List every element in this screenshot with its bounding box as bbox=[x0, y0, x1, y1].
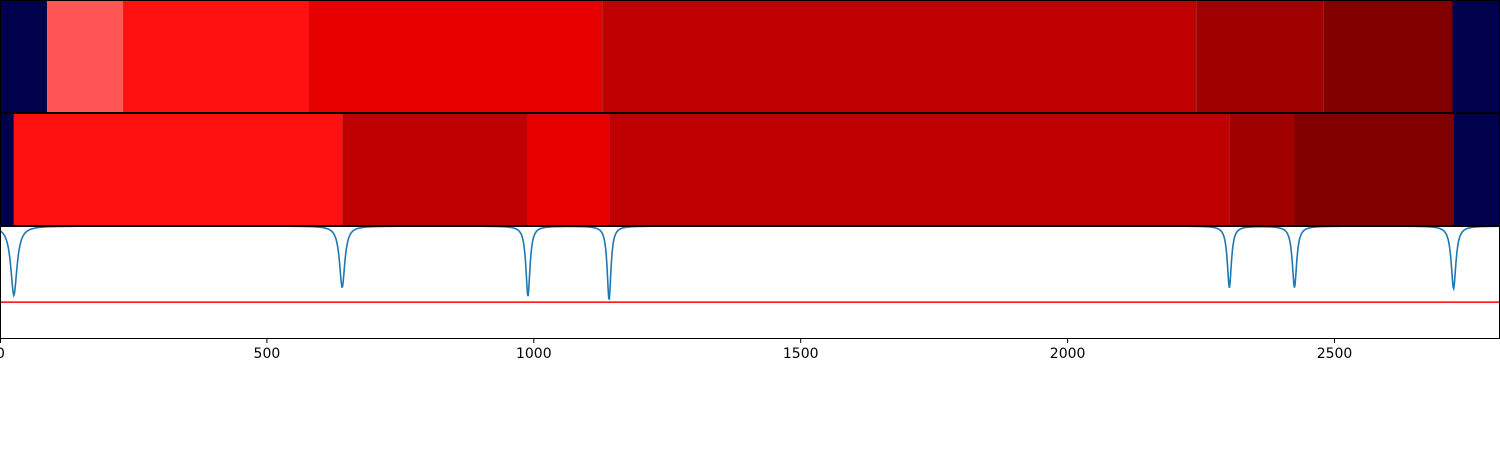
strip1-segment-5 bbox=[1196, 0, 1324, 112]
x-axis: 0 500 1000 1500 2000 2500 bbox=[0, 338, 1352, 362]
strip1-segment-1 bbox=[46, 0, 123, 112]
top-strip bbox=[0, 0, 1500, 112]
strip1-segment-4 bbox=[602, 0, 1197, 112]
strip2-segment-3 bbox=[527, 113, 610, 225]
strip1-segment-6 bbox=[1323, 0, 1453, 112]
x-tick-label-0: 0 bbox=[0, 346, 5, 362]
strip2-segment-2 bbox=[342, 113, 528, 225]
x-tick-label-2000: 2000 bbox=[1050, 346, 1086, 362]
strip1-segment-3 bbox=[308, 0, 603, 112]
x-tick-label-1000: 1000 bbox=[516, 346, 552, 362]
strip2-segment-7 bbox=[1453, 113, 1500, 225]
strip1-segment-2 bbox=[122, 0, 309, 112]
strip1-segment-7 bbox=[1452, 0, 1500, 112]
strip2-segment-0 bbox=[0, 113, 14, 225]
series-line bbox=[0, 225, 1500, 301]
strip1-segment-0 bbox=[0, 0, 47, 112]
strip2-segment-5 bbox=[1229, 113, 1295, 225]
middle-strip bbox=[0, 113, 1500, 225]
line-frame bbox=[0, 226, 1500, 339]
strip2-segment-4 bbox=[609, 113, 1230, 225]
x-tick-label-1500: 1500 bbox=[783, 346, 819, 362]
strip2-segment-6 bbox=[1294, 113, 1454, 225]
strip2-segment-1 bbox=[13, 113, 343, 225]
x-tick-label-2500: 2500 bbox=[1317, 346, 1353, 362]
x-tick-label-500: 500 bbox=[254, 346, 281, 362]
line-panel bbox=[0, 225, 1500, 303]
